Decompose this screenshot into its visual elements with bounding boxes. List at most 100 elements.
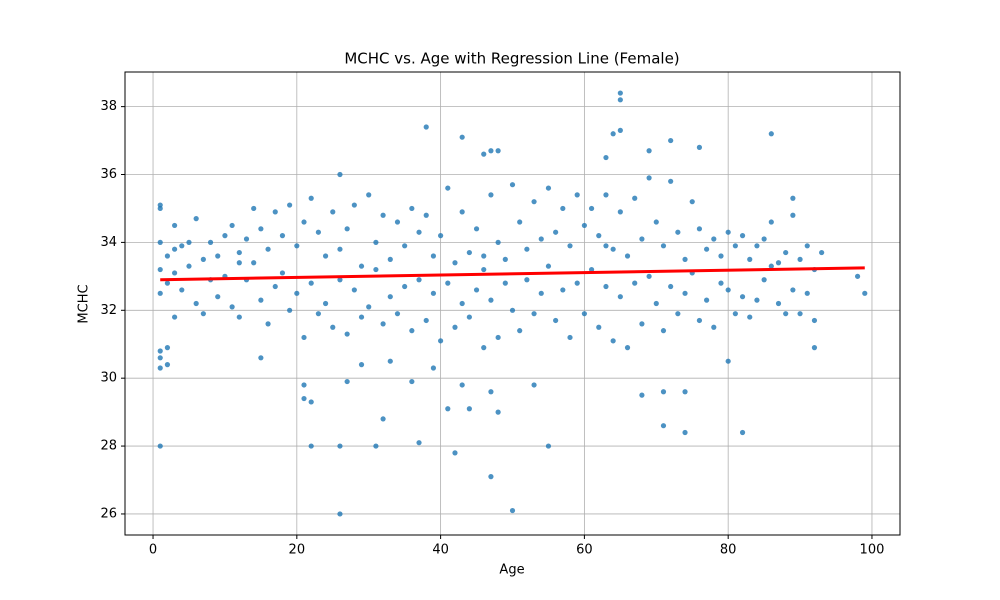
point [646, 273, 652, 279]
point [315, 311, 321, 317]
point [617, 90, 623, 96]
point [380, 416, 386, 422]
point [251, 260, 257, 266]
point [553, 317, 559, 324]
point [308, 443, 314, 449]
point [517, 219, 523, 225]
point [862, 290, 868, 296]
point [790, 212, 796, 218]
point [747, 256, 753, 262]
point [675, 229, 681, 235]
point [308, 280, 314, 286]
point [164, 361, 171, 368]
point [682, 429, 688, 436]
point [632, 195, 638, 201]
point [668, 137, 674, 144]
point [509, 307, 516, 313]
point [804, 243, 810, 249]
x-axis-label: Age [499, 563, 524, 578]
point [157, 266, 163, 273]
regression-line [160, 266, 865, 282]
point [668, 178, 674, 184]
point [301, 334, 307, 341]
point [337, 171, 343, 178]
point [157, 205, 163, 212]
point [495, 334, 501, 341]
point [610, 246, 616, 252]
point [603, 154, 609, 161]
point [545, 263, 552, 269]
point [229, 304, 235, 310]
point [438, 338, 444, 344]
point [366, 304, 372, 310]
point [689, 199, 695, 205]
point [358, 314, 365, 320]
point [682, 389, 688, 395]
point [294, 243, 300, 249]
point [517, 328, 523, 334]
y-axis-label: MCHC [77, 284, 92, 323]
point [207, 239, 214, 246]
point [488, 297, 494, 303]
point [502, 280, 508, 286]
point [754, 297, 760, 303]
point [387, 256, 393, 262]
point [294, 290, 300, 296]
point [739, 233, 746, 239]
point [279, 233, 286, 239]
point [344, 331, 350, 337]
point [668, 283, 674, 290]
point [186, 239, 192, 246]
point [409, 328, 415, 334]
point [495, 239, 501, 246]
point [725, 358, 731, 364]
point [430, 253, 437, 259]
point [574, 280, 580, 286]
point [675, 311, 681, 317]
point [725, 229, 731, 235]
point [330, 209, 336, 215]
point [682, 256, 688, 262]
point [531, 382, 537, 388]
point [509, 182, 516, 188]
point [545, 185, 552, 191]
point [157, 443, 163, 449]
point [718, 280, 724, 286]
point [624, 253, 631, 259]
point [495, 148, 501, 154]
point [322, 253, 329, 259]
point [179, 243, 185, 249]
point [481, 253, 487, 259]
point [768, 263, 774, 269]
point [783, 249, 789, 256]
y-tick-label: 26 [100, 506, 117, 521]
x-tick-label: 80 [720, 543, 737, 558]
point [445, 406, 451, 412]
point [157, 239, 163, 246]
point [754, 243, 760, 249]
point [811, 345, 818, 351]
point [481, 345, 487, 351]
point [459, 300, 465, 307]
point [416, 440, 422, 446]
point [610, 338, 616, 344]
point [258, 226, 264, 232]
point [301, 219, 307, 225]
point [804, 290, 810, 296]
point [272, 209, 278, 215]
point [553, 229, 559, 235]
point [660, 389, 667, 395]
y-tick-label: 38 [100, 99, 117, 114]
point [466, 406, 472, 412]
x-tick-label: 20 [289, 543, 306, 558]
point [696, 317, 703, 324]
point [732, 243, 738, 249]
point [603, 243, 609, 249]
point [466, 314, 472, 320]
point [639, 321, 645, 327]
point [265, 246, 271, 252]
point [172, 246, 178, 252]
point [560, 287, 566, 293]
point [402, 243, 408, 249]
